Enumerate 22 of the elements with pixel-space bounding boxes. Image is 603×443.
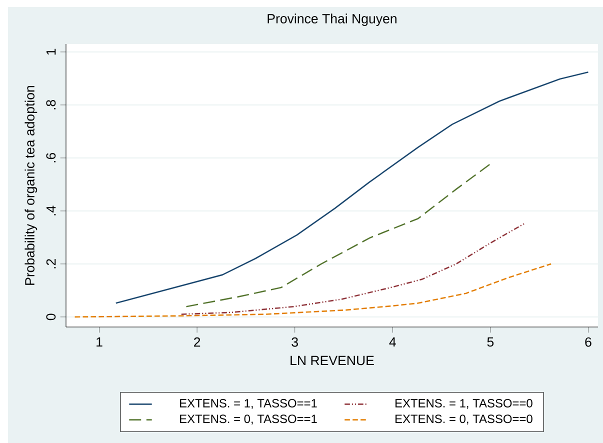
y-axis-title: Probability of organic tea adoption bbox=[24, 86, 38, 285]
x-tick-label: 6 bbox=[585, 337, 592, 347]
y-tick-label: 1 bbox=[46, 48, 56, 55]
legend-label: EXTENS. = 1, TASSO==0 bbox=[396, 398, 532, 409]
x-tick-label: 4 bbox=[389, 337, 396, 346]
x-axis-title: LN REVENUE bbox=[290, 356, 374, 366]
x-tick-label: 2 bbox=[194, 337, 200, 347]
y-tick-label: .6 bbox=[46, 152, 56, 162]
x-tick-label: 1 bbox=[96, 337, 102, 346]
y-tick-label: .4 bbox=[46, 206, 56, 216]
legend-label: EXTENS. = 0, TASSO==1 bbox=[180, 414, 317, 425]
y-tick-label: 0 bbox=[46, 314, 56, 320]
line-series bbox=[180, 222, 526, 315]
y-tick-label: .2 bbox=[46, 259, 56, 268]
y-tick-label: .8 bbox=[46, 100, 56, 110]
chart-title: Province Thai Nguyen bbox=[268, 14, 396, 26]
x-tick-label: 3 bbox=[292, 337, 298, 347]
legend-label: EXTENS. = 0, TASSO==0 bbox=[396, 414, 532, 425]
x-tick-label: 5 bbox=[487, 337, 494, 347]
line-series bbox=[74, 263, 552, 318]
legend-label: EXTENS. = 1, TASSO==1 bbox=[180, 398, 317, 409]
line-series bbox=[115, 71, 589, 304]
